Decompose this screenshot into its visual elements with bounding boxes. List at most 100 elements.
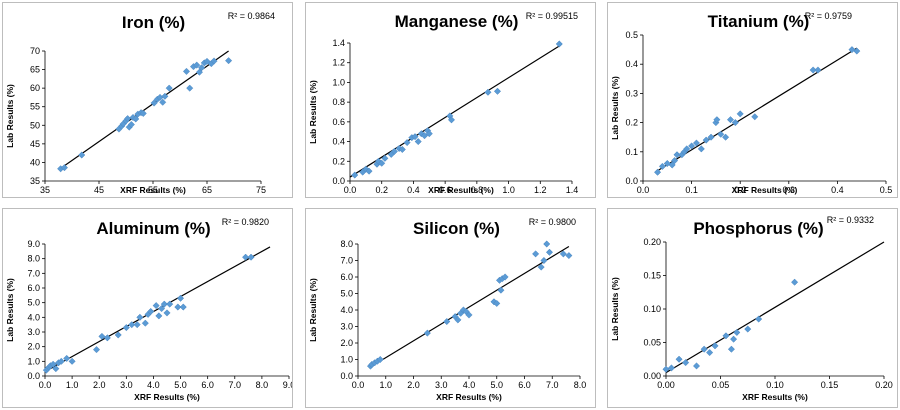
y-tick-label: 0.5 xyxy=(625,30,638,40)
y-tick-label: 0.2 xyxy=(332,156,345,166)
data-point xyxy=(493,299,501,307)
data-point xyxy=(98,332,106,340)
data-point xyxy=(186,84,194,92)
x-tick-label: 35 xyxy=(40,185,50,195)
x-tick-label: 1.4 xyxy=(566,185,579,195)
x-tick-label: 0.0 xyxy=(352,380,365,390)
data-point xyxy=(161,92,169,100)
y-tick-label: 8.0 xyxy=(27,254,40,264)
data-point xyxy=(658,162,666,170)
y-tick-label: 0.0 xyxy=(332,176,345,186)
y-tick-label: 0.20 xyxy=(643,237,661,247)
x-tick-label: 0.6 xyxy=(439,185,452,195)
data-point xyxy=(713,116,721,124)
data-point xyxy=(225,57,233,65)
data-point xyxy=(247,253,255,261)
data-point xyxy=(755,315,763,323)
x-tick-label: 45 xyxy=(94,185,104,195)
x-tick-label: 0.2 xyxy=(734,185,747,195)
x-axis-label: XRF Results (%) xyxy=(742,392,808,402)
chart-panel-phosphorus: Phosphorus (%) R² = 0.9332 0.00 0.05 0.10 0.1… xyxy=(607,208,898,408)
x-tick-label: 55 xyxy=(148,185,158,195)
data-point xyxy=(193,61,201,69)
x-tick-label: 2.0 xyxy=(407,380,420,390)
y-tick-label: 70 xyxy=(30,46,40,56)
data-point xyxy=(179,303,187,311)
trendline xyxy=(665,241,885,374)
y-axis-label: Lab Results (%) xyxy=(308,80,318,144)
data-point xyxy=(711,342,719,350)
data-point xyxy=(133,321,141,329)
data-point xyxy=(376,355,384,364)
x-tick-label: 6.0 xyxy=(201,380,214,390)
y-tick-label: 0.6 xyxy=(332,117,345,127)
x-axis-label: XRF Results (%) xyxy=(134,392,200,402)
x-tick-label: 0.0 xyxy=(344,185,357,195)
data-point xyxy=(160,300,168,308)
data-point xyxy=(127,120,135,129)
data-point xyxy=(165,84,173,92)
chart-title: Titanium (%) xyxy=(708,12,810,31)
data-point xyxy=(403,139,411,147)
data-point xyxy=(692,139,701,147)
data-point xyxy=(63,354,71,362)
x-axis-label: XRF Results (%) xyxy=(120,185,186,195)
x-tick-label: 4.0 xyxy=(463,380,476,390)
scatter-chart: Iron (%) R² = 0.9864 35 45 55 65 75 35 40 45 50 55 6… xyxy=(5,11,275,195)
data-point xyxy=(706,348,714,357)
data-point xyxy=(423,329,431,337)
y-tick-label: 1.4 xyxy=(332,38,345,48)
data-point xyxy=(92,346,101,354)
data-point xyxy=(654,168,662,176)
y-tick-label: 1.2 xyxy=(332,58,345,68)
data-point xyxy=(52,365,60,373)
y-axis-label: Lab Results (%) xyxy=(610,277,620,341)
y-tick-label: 0.05 xyxy=(643,338,661,348)
x-tick-label: 0.0 xyxy=(39,380,52,390)
data-point xyxy=(722,133,730,141)
x-tick-label: 8.0 xyxy=(256,380,269,390)
x-tick-label: 7.0 xyxy=(229,380,242,390)
data-point xyxy=(791,278,799,286)
data-point xyxy=(559,250,567,258)
y-tick-label: 7.0 xyxy=(27,268,40,278)
data-point xyxy=(122,324,130,332)
r-squared-label: R² = 0.9759 xyxy=(805,11,852,21)
x-tick-label: 75 xyxy=(256,185,266,195)
data-point xyxy=(152,302,160,310)
x-tick-label: 4.0 xyxy=(147,380,160,390)
data-point xyxy=(49,360,57,368)
data-point xyxy=(182,67,191,75)
chart-title: Silicon (%) xyxy=(413,219,500,238)
y-axis-label: Lab Results (%) xyxy=(610,76,620,140)
r-squared-label: R² = 0.9864 xyxy=(228,11,275,21)
data-point xyxy=(57,357,65,365)
x-tick-label: 0.2 xyxy=(375,185,388,195)
data-point xyxy=(155,312,163,320)
y-tick-label: 0.1 xyxy=(625,147,638,157)
data-point xyxy=(174,303,182,311)
x-tick-label: 0.10 xyxy=(766,380,784,390)
chart-title: Iron (%) xyxy=(122,13,185,32)
chart-panel-manganese: Manganese (%) R² = 0.99515 0.0 0.2 0.4 0.6 0.8… xyxy=(305,2,596,198)
y-tick-label: 3.0 xyxy=(27,327,40,337)
y-tick-label: 45 xyxy=(30,139,40,149)
data-point xyxy=(381,154,389,162)
data-point xyxy=(688,142,696,150)
data-point xyxy=(668,161,676,169)
data-point xyxy=(683,145,691,153)
y-tick-label: 4.0 xyxy=(340,305,353,315)
chart-panel-aluminum: Aluminum (%) R² = 0.9820 0.0 1.0 2.0 3.0 4.0 5.… xyxy=(2,208,293,408)
data-point xyxy=(365,167,373,175)
data-point xyxy=(497,286,505,294)
x-tick-label: 3.0 xyxy=(435,380,448,390)
y-tick-label: 0.0 xyxy=(625,176,638,186)
data-point xyxy=(210,57,218,65)
y-tick-label: 0.0 xyxy=(27,371,40,381)
data-point xyxy=(692,362,701,370)
data-point xyxy=(147,307,155,316)
data-point xyxy=(707,133,715,141)
x-tick-label: 0.15 xyxy=(821,380,839,390)
scatter-chart: Manganese (%) R² = 0.99515 0.0 0.2 0.4 0.6 0.8… xyxy=(308,11,579,195)
data-point xyxy=(543,240,551,248)
